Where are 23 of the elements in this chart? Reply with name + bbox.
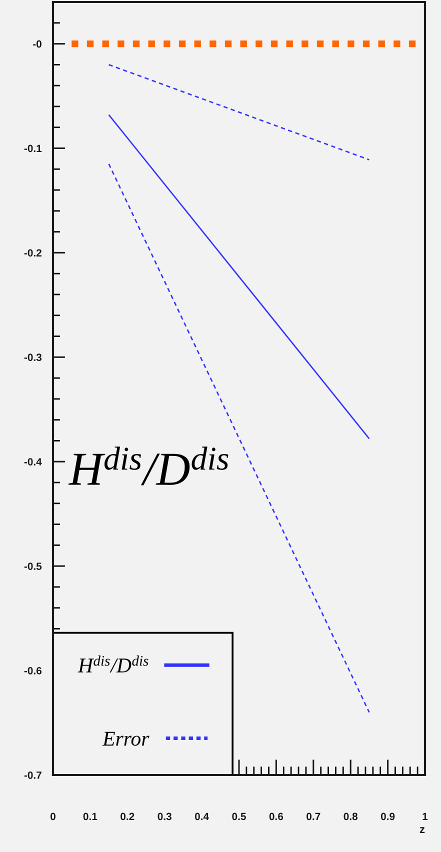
x-tick-label: 0.6 bbox=[269, 812, 284, 820]
x-tick-label: 0.5 bbox=[232, 812, 246, 820]
y-tick-label: -0.5 bbox=[24, 562, 42, 570]
y-tick-label: -0.2 bbox=[24, 249, 42, 257]
x-tick-label: 1 bbox=[422, 812, 428, 820]
y-tick-label: -0 bbox=[33, 40, 42, 48]
x-axis-title: z bbox=[420, 827, 425, 834]
x-tick-label: 0.4 bbox=[194, 812, 209, 820]
y-tick-label: -0.6 bbox=[24, 667, 42, 674]
legend-label: Error bbox=[102, 732, 150, 746]
x-tick-label: 0.7 bbox=[306, 812, 320, 820]
x-tick-label: 0.2 bbox=[120, 812, 134, 820]
y-tick-label: -0.7 bbox=[24, 772, 42, 779]
x-tick-label: 0 bbox=[50, 812, 56, 820]
y-tick-label: -0.4 bbox=[24, 458, 42, 466]
x-tick-label: 0.9 bbox=[380, 812, 395, 820]
y-tick-label: -0.3 bbox=[24, 354, 42, 362]
legend-label: H$^{dis}$/D$^{dis}$ bbox=[78, 656, 148, 673]
annotation: H$^{dis}$/D$^{dis}$ bbox=[68, 446, 228, 486]
x-tick-label: 0.8 bbox=[344, 812, 358, 820]
x-tick-label: 0.3 bbox=[158, 812, 172, 820]
y-tick-label: -0.1 bbox=[24, 144, 42, 152]
x-tick-label: 0.1 bbox=[83, 812, 98, 820]
